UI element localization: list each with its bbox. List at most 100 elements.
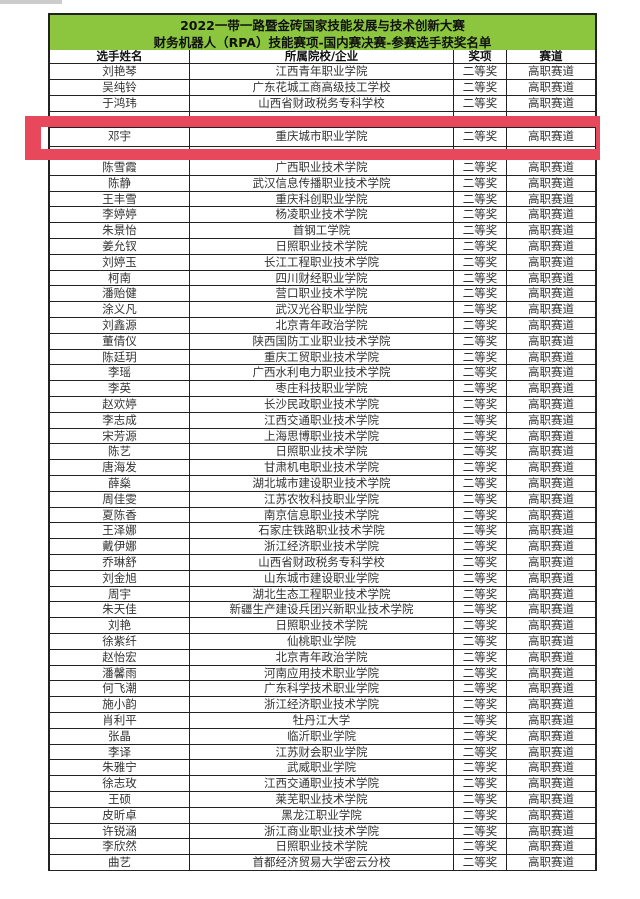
award-cell [454, 147, 507, 159]
table-row: 刘婷玉 长江工程职业技术学院 二等奖 高职赛道 [48, 254, 597, 271]
name-cell: 邓宇 [50, 128, 190, 146]
track-cell: 高职赛道 [528, 665, 574, 680]
award-cell: 二等奖 [454, 444, 507, 460]
school-cell: 武威职业学院 [190, 760, 454, 776]
name-cell: 乔琳舒 [50, 555, 190, 570]
school-cell: 江苏农牧科技职业学院 [190, 491, 454, 507]
school-cell [190, 147, 454, 159]
table-row: 许锐涵 浙江商业职业技术学院 二等奖 高职赛道 [48, 823, 597, 840]
name-cell: 周宇 [50, 586, 190, 602]
track-cell: 高职赛道 [528, 239, 574, 253]
award-cell: 二等奖 [454, 96, 507, 111]
title-line-1: 2022一带一路暨金砖国家技能发展与技术创新大赛 [180, 18, 465, 33]
track-cell: 高职赛道 [528, 839, 574, 854]
track-cell: 高职赛道 [528, 191, 574, 206]
table-row: 薛燊 湖北城市建设职业技术学院 二等奖 高职赛道 [48, 476, 597, 492]
award-cell: 二等奖 [454, 507, 507, 523]
school-cell: 浙江经济职业技术学院 [190, 539, 454, 554]
table-row: 宋芳源 上海思博职业技术学院 二等奖 高职赛道 [48, 428, 597, 445]
table-row: 朱天佳 新疆生产建设兵团兴新职业技术学院 二等奖 高职赛道 [48, 602, 597, 619]
name-cell: 姜允钗 [50, 239, 190, 254]
track-cell: 高职赛道 [528, 223, 574, 238]
award-cell: 二等奖 [454, 760, 507, 776]
school-cell: 临沂职业学院 [190, 728, 454, 744]
school-cell: 石家庄铁路职业技术学院 [190, 523, 454, 539]
table-row: 徐紫纤 仙桃职业学院 二等奖 高职赛道 [48, 634, 597, 650]
table-row: 王丰雪 重庆科创职业学院 二等奖 高职赛道 [48, 191, 597, 208]
track-cell: 高职赛道 [528, 523, 574, 538]
name-cell: 周佳雯 [50, 491, 190, 507]
award-cell: 二等奖 [454, 681, 507, 697]
school-cell: 仙桃职业学院 [190, 634, 454, 649]
track-cell: 高职赛道 [528, 286, 574, 301]
table-row: 戴伊娜 浙江经济职业技术学院 二等奖 高职赛道 [48, 539, 597, 555]
school-cell: 上海思博职业技术学院 [190, 428, 454, 444]
school-cell: 江西青年职业学院 [190, 64, 454, 79]
school-cell: 山西省财政税务专科学校 [190, 555, 454, 570]
highlighted-table-row: 邓宇 重庆城市职业学院 二等奖 高职赛道 [48, 128, 597, 147]
name-cell: 施小韵 [50, 697, 190, 712]
school-cell: 营口职业技术学院 [190, 286, 454, 302]
name-cell: 李婷婷 [50, 207, 190, 223]
name-cell: 朱景怡 [50, 223, 190, 238]
award-cell: 二等奖 [454, 191, 507, 207]
track-cell: 高职赛道 [528, 792, 574, 806]
table-row: 陈艺 日照职业技术学院 二等奖 高职赛道 [48, 444, 597, 461]
screenshot-edge [0, 0, 62, 4]
table-row: 张晶 临沂职业学院 二等奖 高职赛道 [48, 728, 597, 745]
school-cell: 山东城市建设职业学院 [190, 570, 454, 586]
award-cell: 二等奖 [454, 649, 507, 665]
name-cell: 李译 [50, 744, 190, 760]
award-cell: 二等奖 [454, 697, 507, 712]
track-cell: 高职赛道 [528, 555, 574, 569]
track-cell: 高职赛道 [528, 855, 574, 870]
name-cell: 刘鑫源 [50, 318, 190, 333]
school-cell: 莱芜职业技术学院 [190, 792, 454, 807]
school-cell: 长江工程职业技术学院 [190, 254, 454, 270]
award-cell: 二等奖 [454, 855, 507, 870]
name-cell: 皮昕卓 [50, 807, 190, 823]
award-cell: 二等奖 [454, 555, 507, 570]
school-cell: 湖北城市建设职业技术学院 [190, 476, 454, 491]
award-cell: 二等奖 [454, 807, 507, 823]
award-cell: 二等奖 [454, 286, 507, 302]
school-cell: 甘肃机电职业技术学院 [190, 460, 454, 475]
name-cell: 朱雅宁 [50, 760, 190, 776]
name-cell: 李欣然 [50, 839, 190, 855]
school-cell [190, 112, 454, 127]
name-cell: 李志成 [50, 412, 190, 428]
award-cell: 二等奖 [454, 602, 507, 618]
school-cell: 广西水利电力职业技术学院 [190, 365, 454, 381]
award-cell: 二等奖 [454, 254, 507, 270]
name-cell: 陈艺 [50, 444, 190, 460]
table-row: 夏陈香 南京信息职业技术学院 二等奖 高职赛道 [48, 507, 597, 524]
column-header: 赛道 [539, 50, 563, 63]
track-cell: 高职赛道 [528, 412, 574, 427]
name-cell: 宋芳源 [50, 428, 190, 444]
table-row: 李欣然 日照职业技术学院 二等奖 高职赛道 [48, 839, 597, 856]
name-cell: 何飞潮 [50, 681, 190, 697]
track-cell: 高职赛道 [528, 649, 574, 664]
table-row: 涂义凡 武汉光谷职业学院 二等奖 高职赛道 [48, 302, 597, 318]
award-cell: 二等奖 [454, 665, 507, 681]
award-cell: 二等奖 [454, 333, 507, 349]
table-row: 施小韵 浙江经济职业技术学院 二等奖 高职赛道 [48, 697, 597, 713]
school-cell: 新疆生产建设兵团兴新职业技术学院 [190, 602, 454, 618]
track-cell: 高职赛道 [528, 381, 574, 396]
award-cell: 二等奖 [454, 713, 507, 728]
table-title: 2022一带一路暨金砖国家技能发展与技术创新大赛 财务机器人（RPA）技能赛项-… [48, 13, 597, 51]
track-cell: 高职赛道 [528, 444, 574, 459]
school-cell: 首钢工学院 [190, 223, 454, 238]
name-cell: 许锐涵 [50, 823, 190, 839]
name-cell: 于鸿玮 [50, 96, 190, 111]
school-cell: 江西交通职业技术学院 [190, 776, 454, 791]
award-cell: 二等奖 [454, 476, 507, 491]
school-cell: 广西职业技术学院 [190, 160, 454, 175]
name-cell: 陈廷玥 [50, 349, 190, 365]
column-header: 奖项 [454, 50, 507, 63]
name-cell: 张晶 [50, 728, 190, 744]
table-row: 曲艺 首都经济贸易大学密云分校 二等奖 高职赛道 [48, 855, 597, 871]
table-row: 周宇 湖北生态工程职业技术学院 二等奖 高职赛道 [48, 586, 597, 603]
name-cell: 刘金旭 [50, 570, 190, 586]
award-cell: 二等奖 [454, 128, 507, 146]
